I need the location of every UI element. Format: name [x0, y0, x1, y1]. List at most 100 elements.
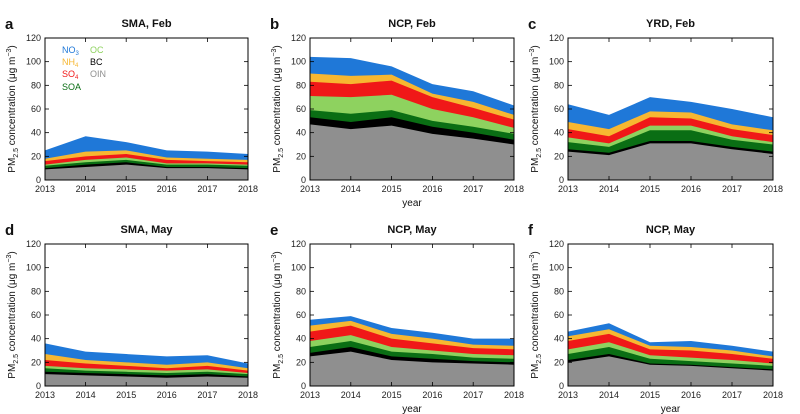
- y-axis-label: PM2.5 concentration (μg m−3): [529, 251, 543, 378]
- y-tick-label: 120: [549, 33, 564, 43]
- y-tick-label: 40: [296, 128, 306, 138]
- y-tick-label: 40: [296, 334, 306, 344]
- x-tick-label: 2016: [422, 184, 442, 194]
- x-tick-label: 2017: [722, 390, 742, 400]
- y-tick-label: 80: [554, 286, 564, 296]
- x-tick-label: 2015: [116, 390, 136, 400]
- y-tick-label: 100: [26, 57, 41, 67]
- panel-letter: c: [528, 16, 536, 33]
- y-tick-label: 0: [559, 381, 564, 391]
- panel-title: NCP, May: [646, 224, 696, 236]
- x-tick-label: 2015: [640, 390, 660, 400]
- y-axis-label: PM2.5 concentration (μg m−3): [529, 45, 543, 172]
- x-tick-label: 2014: [76, 390, 96, 400]
- x-tick-label: 2017: [722, 184, 742, 194]
- panel-title: NCP, Feb: [388, 18, 436, 30]
- y-tick-label: 80: [31, 286, 41, 296]
- y-tick-label: 20: [31, 151, 41, 161]
- legend-item-oin: OIN: [90, 69, 106, 79]
- y-tick-label: 60: [296, 310, 306, 320]
- panel-title: SMA, Feb: [121, 18, 171, 30]
- y-tick-label: 120: [26, 33, 41, 43]
- x-tick-label: 2018: [238, 184, 258, 194]
- y-axis-label: PM2.5 concentration (μg m−3): [271, 45, 285, 172]
- y-tick-label: 20: [554, 151, 564, 161]
- legend-item-soa: SOA: [62, 82, 81, 92]
- panel-letter: a: [5, 16, 14, 33]
- y-tick-label: 120: [549, 239, 564, 249]
- y-tick-label: 20: [296, 151, 306, 161]
- y-tick-label: 20: [31, 357, 41, 367]
- x-tick-label: 2016: [681, 184, 701, 194]
- y-tick-label: 0: [36, 381, 41, 391]
- y-tick-label: 0: [36, 175, 41, 185]
- legend-item-so4: SO4: [62, 69, 79, 81]
- area-oin: [45, 374, 248, 386]
- panel-f: 0 20 40 60 80 100 120 2013 2014 2015 2016 2017 2018 N…: [528, 222, 783, 414]
- y-tick-label: 0: [559, 175, 564, 185]
- x-tick-label: 2017: [463, 184, 483, 194]
- panel-title: SMA, May: [121, 224, 174, 236]
- y-tick-label: 40: [554, 334, 564, 344]
- y-tick-label: 40: [31, 334, 41, 344]
- y-axis-label: PM2.5 concentration (μg m−3): [6, 251, 20, 378]
- x-tick-label: 2016: [422, 390, 442, 400]
- y-axis-label: PM2.5 concentration (μg m−3): [6, 45, 20, 172]
- panel-b: 0 20 40 60 80 100 120 2013 2014 2015 2016 2017 2018 N…: [270, 16, 524, 209]
- x-tick-label: 2016: [157, 390, 177, 400]
- panel-c: 0 20 40 60 80 100 120 2013 2014 2015 2016 2017 2018 Y…: [528, 16, 783, 194]
- panel-letter: b: [270, 16, 279, 33]
- y-tick-label: 100: [26, 263, 41, 273]
- panel-d: 0 20 40 60 80 100 120 2013 2014 2015 2016 2017 2018 S…: [5, 222, 258, 400]
- y-tick-label: 80: [296, 286, 306, 296]
- area-oin: [310, 351, 514, 386]
- y-tick-label: 60: [296, 104, 306, 114]
- area-oin: [568, 356, 773, 386]
- y-tick-label: 120: [26, 239, 41, 249]
- x-tick-label: 2018: [763, 390, 783, 400]
- panel-e: 0 20 40 60 80 100 120 2013 2014 2015 2016 2017 2018 N…: [270, 222, 524, 414]
- x-tick-label: 2013: [558, 390, 578, 400]
- x-tick-label: 2013: [35, 184, 55, 194]
- y-tick-label: 80: [31, 80, 41, 90]
- legend-item-oc: OC: [90, 45, 104, 55]
- x-tick-label: 2014: [341, 390, 361, 400]
- panel-a: 0 20 40 60 80 100 120 2013 2014 2015 2016 2017 2018 S…: [5, 16, 258, 194]
- x-tick-label: 2016: [157, 184, 177, 194]
- legend: NO3 OC NH4 BC SO4 OIN SOA: [62, 45, 106, 92]
- panel-letter: e: [270, 222, 278, 239]
- panel-letter: f: [528, 222, 534, 239]
- y-tick-label: 40: [31, 128, 41, 138]
- y-tick-label: 60: [554, 104, 564, 114]
- x-tick-label: 2013: [558, 184, 578, 194]
- y-tick-label: 20: [554, 357, 564, 367]
- x-tick-label: 2013: [300, 390, 320, 400]
- x-tick-label: 2014: [341, 184, 361, 194]
- x-tick-label: 2018: [238, 390, 258, 400]
- y-tick-label: 60: [31, 310, 41, 320]
- x-tick-label: 2018: [504, 184, 524, 194]
- y-tick-label: 0: [301, 381, 306, 391]
- panel-letter: d: [5, 222, 14, 239]
- y-axis-label: PM2.5 concentration (μg m−3): [271, 251, 285, 378]
- x-tick-label: 2014: [76, 184, 96, 194]
- x-tick-label: 2014: [599, 184, 619, 194]
- y-tick-label: 100: [291, 57, 306, 67]
- legend-item-bc: BC: [90, 57, 103, 67]
- legend-item-no3: NO3: [62, 45, 80, 57]
- x-axis-label: year: [402, 198, 422, 209]
- y-tick-label: 20: [296, 357, 306, 367]
- y-tick-label: 80: [296, 80, 306, 90]
- x-tick-label: 2015: [116, 184, 136, 194]
- area-oin: [568, 143, 773, 180]
- area-oin: [310, 124, 514, 180]
- x-axis-label: year: [402, 404, 422, 414]
- x-axis-label: year: [661, 404, 681, 414]
- y-tick-label: 100: [549, 263, 564, 273]
- y-tick-label: 100: [549, 57, 564, 67]
- y-tick-label: 0: [301, 175, 306, 185]
- y-tick-label: 60: [31, 104, 41, 114]
- x-tick-label: 2017: [463, 390, 483, 400]
- x-tick-label: 2015: [382, 390, 402, 400]
